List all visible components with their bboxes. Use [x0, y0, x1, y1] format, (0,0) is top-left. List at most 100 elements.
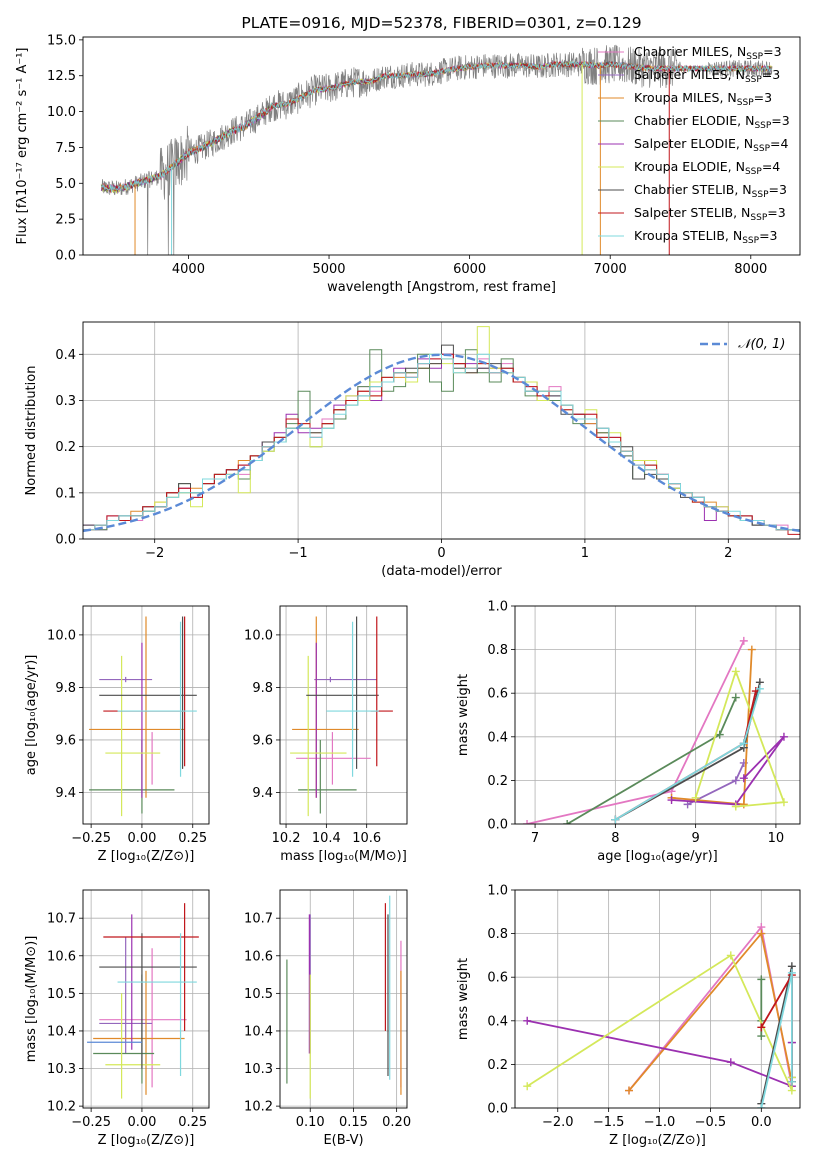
- x-tick-label: 0.25: [178, 831, 207, 846]
- y-tick-label: 0.4: [55, 348, 76, 363]
- legend-main: Kroupa MILES, N: [634, 90, 737, 105]
- y-tick-label: 0.8: [487, 643, 508, 658]
- y-tick-label: 9.6: [252, 733, 273, 748]
- y-tick-label: 5.0: [55, 177, 76, 192]
- legend-tail: =3: [754, 90, 772, 105]
- y-tick-label: 10.4: [47, 1024, 76, 1039]
- x-tick-label: −1.0: [644, 1115, 676, 1130]
- x-tick-label: 0.25: [178, 1115, 207, 1130]
- weight-point-marker: [787, 968, 796, 977]
- y-tick-label: 10.3: [244, 1062, 273, 1077]
- axes-frame: [514, 605, 801, 825]
- y-tick-label: 10.2: [47, 1100, 76, 1115]
- y-tick-label: 0.0: [487, 1102, 508, 1117]
- y-tick-label: 0.1: [55, 486, 76, 501]
- y-tick-label: 0.0: [55, 249, 76, 264]
- legend-entry: Salpeter STELIB, NSSP=3: [634, 205, 786, 223]
- weight-point-marker: [755, 684, 764, 693]
- weight-point-marker: [625, 1086, 633, 1095]
- x-tick-label: 8: [611, 831, 619, 846]
- y-tick-label: 10.5: [244, 987, 273, 1002]
- weight-point-marker: [787, 1086, 796, 1095]
- x-tick-label: 7000: [594, 262, 627, 277]
- legend-tail: =3: [762, 67, 780, 82]
- age-vs-Z-data: [89, 616, 197, 817]
- legend-main: Salpeter STELIB, N: [634, 205, 750, 220]
- y-tick-label: 2.5: [55, 213, 76, 228]
- x-tick-label: 6000: [453, 262, 486, 277]
- weight-point-marker: [523, 1016, 532, 1025]
- weight-point-marker: [523, 1082, 532, 1091]
- legend-sub: SSP: [753, 144, 770, 154]
- weight-point-marker: [747, 645, 756, 654]
- weight-point-marker: [691, 793, 700, 802]
- legend-entry: Chabrier ELODIE, NSSP=3: [634, 113, 790, 131]
- y-tick-label: 10.0: [47, 105, 76, 120]
- figure-title: PLATE=0916, MJD=52378, FIBERID=0301, z=0…: [241, 14, 641, 32]
- legend-main: Salpeter MILES, N: [634, 67, 745, 82]
- y-axis-label: age [log₁₀(age/yr)]: [24, 655, 39, 776]
- axes-frame: [82, 36, 801, 256]
- legend-tail: =3: [759, 228, 777, 243]
- x-tick-label: 7: [531, 831, 539, 846]
- x-tick-label: 4000: [172, 262, 205, 277]
- legend-sub: SSP: [752, 190, 769, 200]
- normal-reference-curve: [83, 353, 800, 533]
- x-tick-label: 0.00: [127, 831, 156, 846]
- y-tick-label: 1.0: [487, 884, 508, 899]
- y-tick-label: 10.7: [47, 912, 76, 927]
- x-axis-label: Z [log₁₀(Z/Z⊙)]: [98, 849, 195, 864]
- legend-entry: Kroupa MILES, NSSP=3: [634, 90, 772, 108]
- x-tick-label: 10.2: [272, 831, 301, 846]
- legend-entry: Salpeter ELODIE, NSSP=4: [634, 136, 789, 154]
- axes-frame: [514, 889, 801, 1109]
- x-axis-label: E(B-V): [323, 1133, 363, 1148]
- weight-point-marker: [779, 732, 788, 741]
- x-axis-label: wavelength [Angstrom, rest frame]: [327, 280, 556, 295]
- y-tick-label: 9.8: [252, 681, 273, 696]
- weight-point-marker: [523, 820, 532, 824]
- x-tick-label: −1.5: [593, 1115, 625, 1130]
- y-tick-label: 0.0: [487, 818, 508, 833]
- y-axis-label: mass weight: [456, 674, 471, 756]
- weight-point-marker: [726, 951, 735, 960]
- legend-tail: =3: [769, 182, 787, 197]
- spectrum-panel: 4000 5000 6000 7000 8000 0.0 2.5 5.0 7.5 10.0 12.5…: [15, 33, 801, 295]
- mass-vs-Z-data: [87, 903, 199, 1099]
- x-tick-label: 0.00: [127, 1115, 156, 1130]
- weight-vs-Z-data: [523, 923, 796, 1108]
- y-tick-label: 7.5: [55, 141, 76, 156]
- y-tick-label: 9.4: [55, 786, 76, 801]
- x-tick-label: −1: [289, 546, 308, 561]
- residual-panel: −2 −1 0 1 2 0.0 0.1 0.2 0.3 0.4 (data-model)/error…: [24, 321, 801, 579]
- y-tick-label: 1.0: [487, 600, 508, 615]
- axes-frame: [279, 889, 408, 1109]
- x-tick-label: 10: [768, 831, 785, 846]
- mass-vs-ebv-panel: 0.10 0.15 0.20 10.2 10.3 10.4 10.5 10.6 10.7 E(B-…: [244, 889, 411, 1148]
- legend-entry: Kroupa STELIB, NSSP=3: [634, 228, 778, 246]
- mass-vs-Z-panel: −0.25 0.00 0.25 10.2 10.3 10.4 10.5 10.6 10.7 Z […: [24, 889, 210, 1148]
- weight-series-line: [671, 736, 785, 806]
- weight-point-marker: [739, 739, 748, 748]
- y-axis-label: Normed distribution: [24, 366, 39, 496]
- y-tick-label: 15.0: [47, 33, 76, 48]
- legend-main: Chabrier ELODIE, N: [634, 113, 754, 128]
- weight-point-marker: [739, 636, 748, 645]
- y-tick-label: 12.5: [47, 69, 76, 84]
- x-tick-label: 2: [724, 546, 732, 561]
- weight-point-marker: [779, 798, 788, 807]
- y-tick-label: 9.4: [252, 786, 273, 801]
- weight-point-marker: [731, 776, 740, 785]
- weight-point-marker: [757, 1104, 766, 1108]
- weight-point-marker: [731, 802, 740, 811]
- y-tick-label: 0.6: [487, 971, 508, 986]
- legend-entry: Kroupa ELODIE, NSSP=4: [634, 159, 780, 177]
- x-tick-label: 0: [437, 546, 445, 561]
- y-tick-label: 10.4: [244, 1024, 273, 1039]
- y-tick-label: 9.6: [55, 733, 76, 748]
- legend-entry: 𝒩(0, 1): [738, 337, 785, 352]
- y-tick-label: 10.3: [47, 1062, 76, 1077]
- x-tick-label: −2: [145, 546, 164, 561]
- legend-entry: Chabrier STELIB, NSSP=3: [634, 182, 787, 200]
